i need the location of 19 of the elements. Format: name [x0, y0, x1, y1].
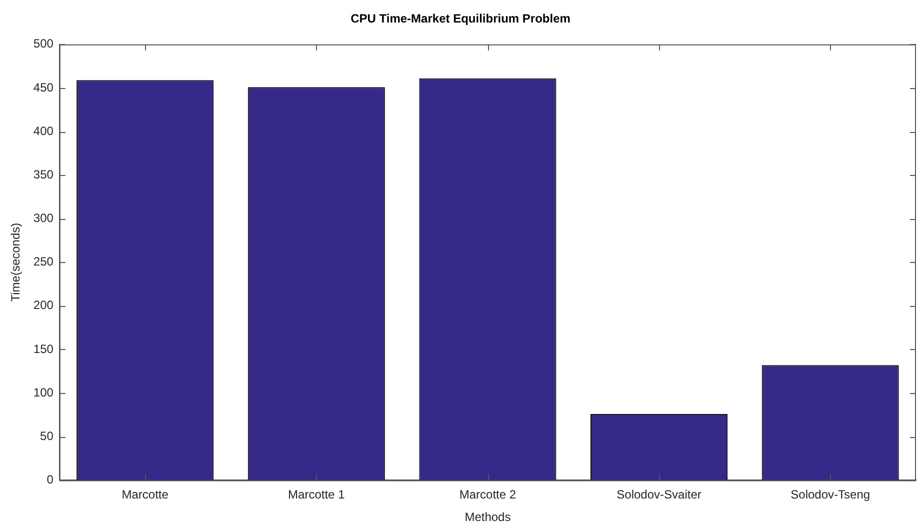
y-tick-label: 300 — [33, 211, 54, 226]
y-tick-label: 100 — [33, 385, 54, 400]
x-tick-label: Solodov-Tseng — [790, 488, 870, 502]
y-tick-label: 250 — [33, 254, 54, 269]
y-tick-label: 50 — [40, 428, 54, 443]
chart-title: CPU Time-Market Equilibrium Problem — [350, 12, 570, 26]
y-tick-label: 200 — [33, 298, 54, 312]
x-tick-label: Marcotte 1 — [288, 488, 346, 502]
y-tick-label: 150 — [33, 342, 54, 356]
y-tick-label: 0 — [46, 472, 54, 487]
y-tick-label: 350 — [33, 167, 54, 182]
y-axis-title: Time(seconds) — [8, 222, 23, 302]
x-tick-label: Marcotte 2 — [459, 488, 516, 502]
y-tick-label: 400 — [33, 124, 54, 138]
x-axis-title: Methods — [464, 510, 511, 524]
y-tick-label: 450 — [33, 80, 54, 94]
x-tick-label: Solodov-Svaiter — [616, 488, 702, 502]
x-tick-label: Marcotte — [122, 488, 169, 502]
y-tick-label: 500 — [33, 36, 54, 51]
